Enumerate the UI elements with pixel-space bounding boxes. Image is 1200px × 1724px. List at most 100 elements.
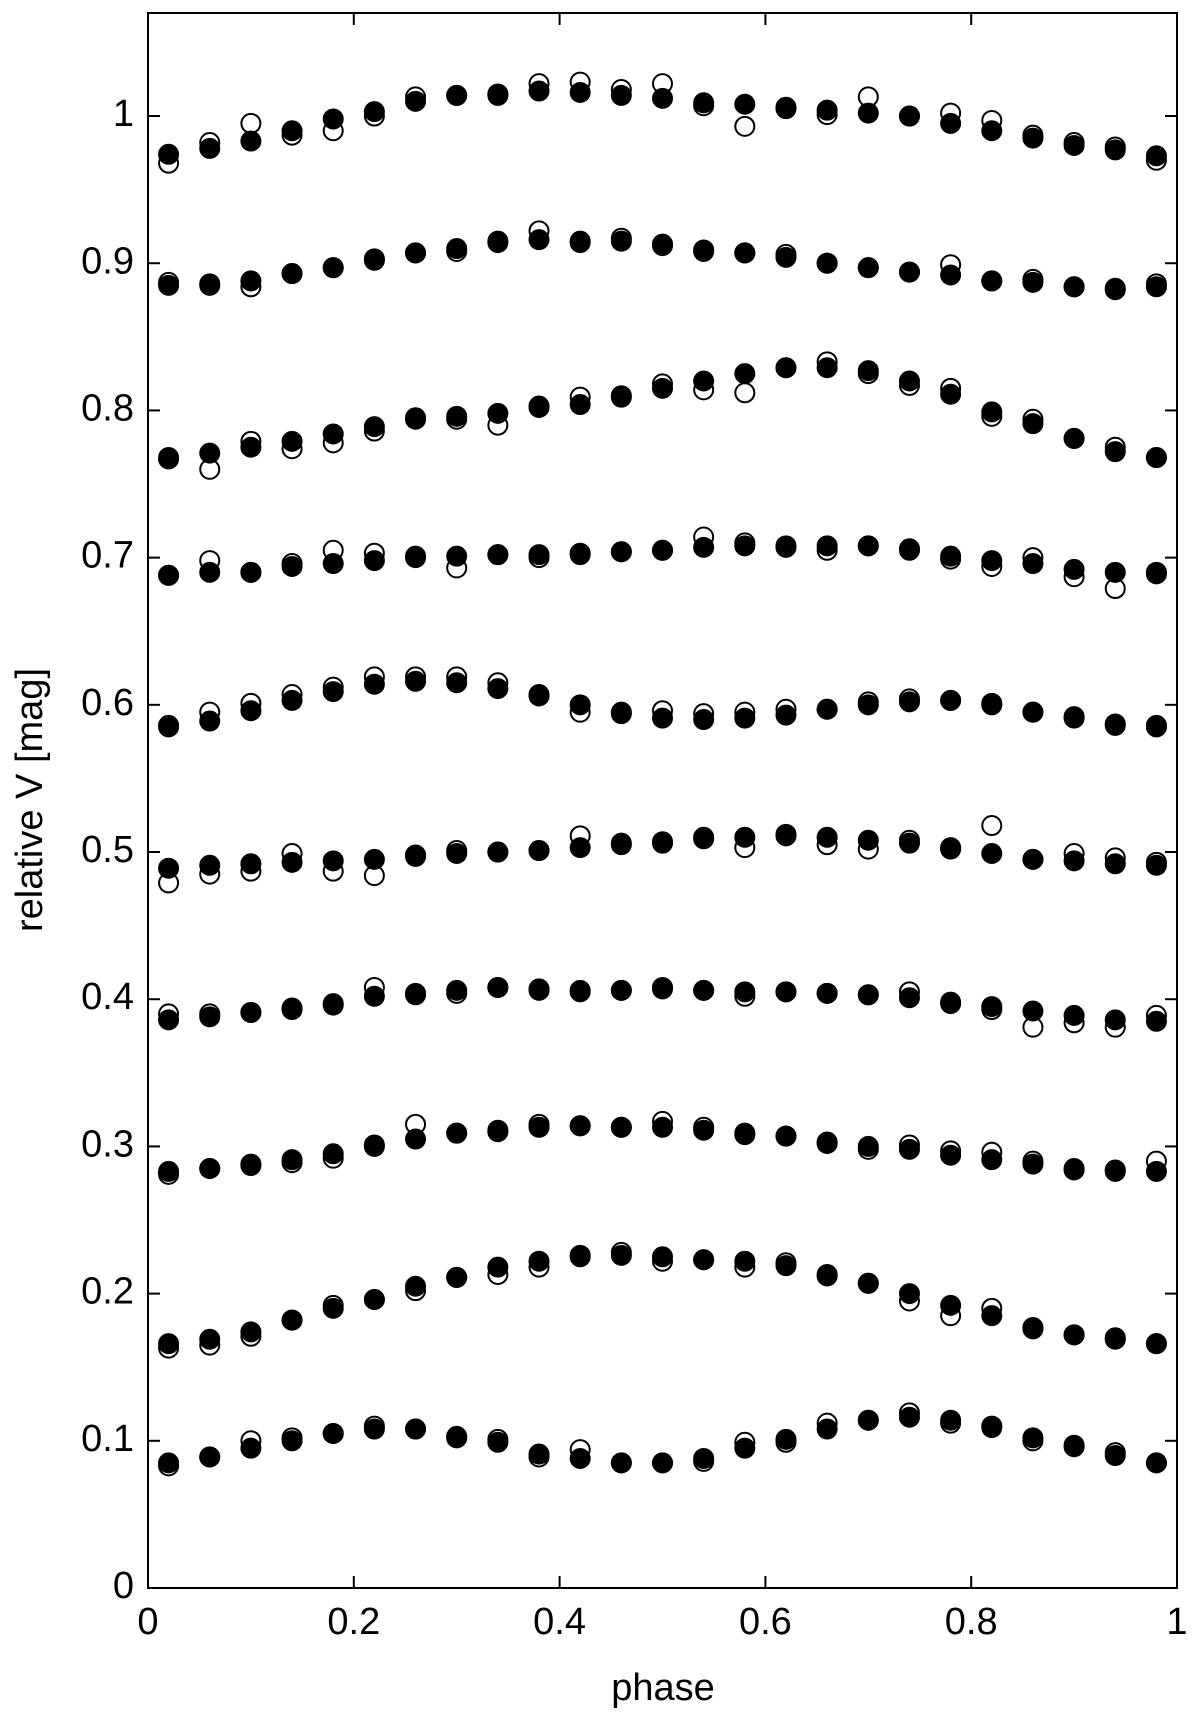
filled-point [610, 541, 632, 563]
filled-point [199, 274, 221, 296]
filled-point [857, 360, 879, 382]
filled-point [446, 1122, 468, 1144]
filled-point [363, 550, 385, 572]
filled-point [610, 834, 632, 856]
filled-point [1022, 413, 1044, 435]
filled-point [446, 238, 468, 260]
filled-point [940, 1409, 962, 1431]
filled-point [322, 850, 344, 872]
filled-point [569, 394, 591, 416]
filled-point [1022, 701, 1044, 723]
filled-point [857, 694, 879, 716]
filled-point [1145, 563, 1167, 585]
filled-point [898, 1406, 920, 1428]
filled-point [158, 1009, 180, 1031]
y-tick-label: 0.2 [81, 1271, 134, 1313]
filled-point [1104, 1328, 1126, 1350]
filled-point [652, 1116, 673, 1138]
filled-point [816, 982, 838, 1004]
filled-point [981, 550, 1003, 572]
filled-point [405, 242, 427, 264]
y-tick-label: 0 [113, 1565, 134, 1607]
filled-point [693, 979, 715, 1001]
filled-point [487, 976, 509, 998]
filled-point [693, 828, 715, 850]
filled-point [446, 842, 468, 864]
filled-point [1063, 1157, 1085, 1179]
filled-point [1063, 1004, 1085, 1026]
filled-point [240, 1001, 262, 1023]
x-tick-label: 1 [1166, 1601, 1187, 1643]
filled-point [446, 672, 468, 694]
filled-point [158, 1333, 180, 1355]
filled-point [487, 1431, 509, 1453]
filled-point [857, 102, 879, 124]
filled-point [1104, 853, 1126, 875]
filled-point [199, 1006, 221, 1028]
filled-point [775, 357, 797, 379]
filled-point [857, 1272, 879, 1294]
filled-point [816, 99, 838, 121]
x-tick-label: 0 [137, 1601, 158, 1643]
filled-point [1145, 1452, 1167, 1474]
filled-point [363, 416, 385, 438]
filled-point [693, 239, 715, 261]
filled-point [199, 442, 221, 464]
filled-point [1022, 1000, 1044, 1022]
filled-point [693, 92, 715, 114]
filled-point [405, 670, 427, 692]
filled-point [940, 1144, 962, 1166]
filled-point [693, 536, 715, 558]
filled-point [405, 1128, 427, 1150]
filled-point [734, 363, 756, 385]
filled-point [652, 539, 673, 561]
filled-point [487, 841, 509, 863]
filled-point [1063, 276, 1085, 298]
filled-point [734, 93, 756, 115]
filled-point [405, 1275, 427, 1297]
filled-point [981, 996, 1003, 1018]
filled-point [652, 1246, 673, 1268]
filled-point [734, 1437, 756, 1459]
filled-point [363, 848, 385, 870]
filled-point [281, 555, 303, 577]
filled-point [857, 829, 879, 851]
filled-point [528, 685, 550, 707]
y-tick-label: 0.8 [81, 387, 134, 429]
filled-point [1145, 276, 1167, 298]
y-tick-label: 0.4 [81, 976, 134, 1018]
filled-point [734, 1250, 756, 1272]
filled-point [281, 1309, 303, 1331]
filled-point [1063, 707, 1085, 729]
filled-point [652, 707, 673, 729]
filled-point [940, 112, 962, 134]
filled-point [487, 402, 509, 424]
x-axis-label: phase [611, 1667, 715, 1709]
filled-point [816, 826, 838, 848]
filled-point [693, 370, 715, 392]
filled-point [363, 1418, 385, 1440]
filled-point [322, 553, 344, 575]
filled-point [405, 547, 427, 569]
filled-point [775, 1428, 797, 1450]
filled-point [1063, 1324, 1085, 1346]
filled-point [775, 1255, 797, 1277]
filled-point [158, 857, 180, 879]
filled-point [816, 357, 838, 379]
filled-point [569, 542, 591, 564]
filled-point [322, 257, 344, 279]
filled-point [857, 1135, 879, 1157]
x-tick-label: 0.6 [739, 1601, 792, 1643]
filled-point [610, 703, 632, 725]
filled-point [940, 838, 962, 860]
filled-point [652, 832, 673, 854]
filled-point [528, 396, 550, 418]
filled-point [487, 232, 509, 254]
filled-point [940, 1294, 962, 1316]
filled-point [158, 1160, 180, 1182]
filled-point [940, 991, 962, 1013]
filled-point [240, 1153, 262, 1175]
filled-point [898, 987, 920, 1009]
filled-point [1145, 1333, 1167, 1355]
